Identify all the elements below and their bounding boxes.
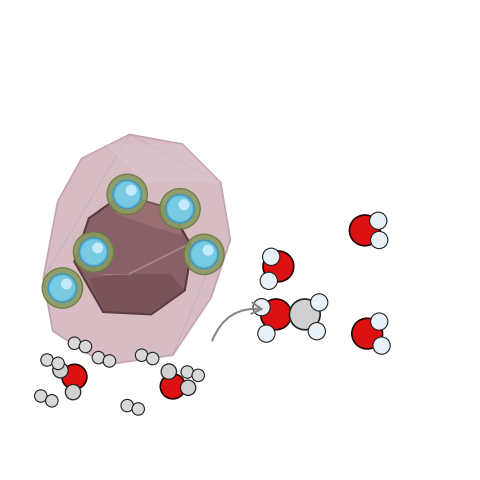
Circle shape [179, 199, 190, 210]
Circle shape [160, 374, 185, 399]
Circle shape [373, 337, 390, 354]
Circle shape [168, 197, 192, 221]
Circle shape [126, 185, 137, 196]
Circle shape [161, 364, 177, 379]
Circle shape [121, 399, 133, 412]
Polygon shape [115, 194, 182, 235]
Circle shape [46, 395, 58, 407]
Circle shape [52, 357, 64, 370]
Circle shape [61, 278, 72, 289]
Circle shape [258, 325, 275, 342]
Polygon shape [106, 144, 221, 182]
Polygon shape [43, 134, 230, 365]
Circle shape [370, 212, 387, 229]
Circle shape [261, 299, 291, 330]
Circle shape [190, 240, 218, 269]
Circle shape [160, 189, 200, 229]
Circle shape [189, 240, 219, 270]
Circle shape [181, 366, 193, 378]
Circle shape [289, 299, 320, 330]
Circle shape [92, 351, 105, 364]
Circle shape [47, 273, 78, 303]
Circle shape [65, 384, 81, 400]
Circle shape [92, 242, 103, 253]
Circle shape [107, 174, 147, 215]
Circle shape [35, 390, 47, 402]
Circle shape [48, 274, 77, 302]
Circle shape [41, 354, 53, 366]
Circle shape [53, 362, 68, 378]
Circle shape [165, 193, 195, 224]
Circle shape [103, 355, 116, 367]
Circle shape [113, 180, 142, 209]
Circle shape [371, 231, 388, 249]
Circle shape [166, 194, 194, 223]
Circle shape [79, 340, 92, 353]
Circle shape [263, 251, 294, 282]
Circle shape [263, 248, 280, 265]
Circle shape [253, 299, 270, 316]
Circle shape [82, 240, 106, 264]
Circle shape [203, 245, 214, 256]
Circle shape [146, 352, 159, 365]
Circle shape [184, 234, 224, 275]
Circle shape [132, 403, 144, 415]
Circle shape [112, 180, 142, 210]
FancyArrowPatch shape [212, 303, 262, 341]
Circle shape [192, 369, 204, 382]
Circle shape [79, 238, 108, 266]
Circle shape [180, 380, 196, 396]
Circle shape [50, 276, 75, 300]
Circle shape [68, 337, 81, 349]
Polygon shape [74, 194, 192, 314]
Circle shape [62, 364, 87, 389]
Circle shape [79, 237, 109, 267]
Circle shape [192, 242, 216, 267]
Circle shape [311, 294, 328, 311]
Circle shape [260, 272, 277, 289]
Circle shape [371, 313, 388, 330]
Circle shape [135, 349, 148, 361]
Circle shape [115, 182, 139, 207]
Circle shape [352, 318, 383, 349]
Polygon shape [89, 274, 185, 314]
Circle shape [308, 323, 325, 340]
Circle shape [42, 268, 83, 308]
Circle shape [73, 232, 114, 272]
Circle shape [349, 215, 380, 246]
